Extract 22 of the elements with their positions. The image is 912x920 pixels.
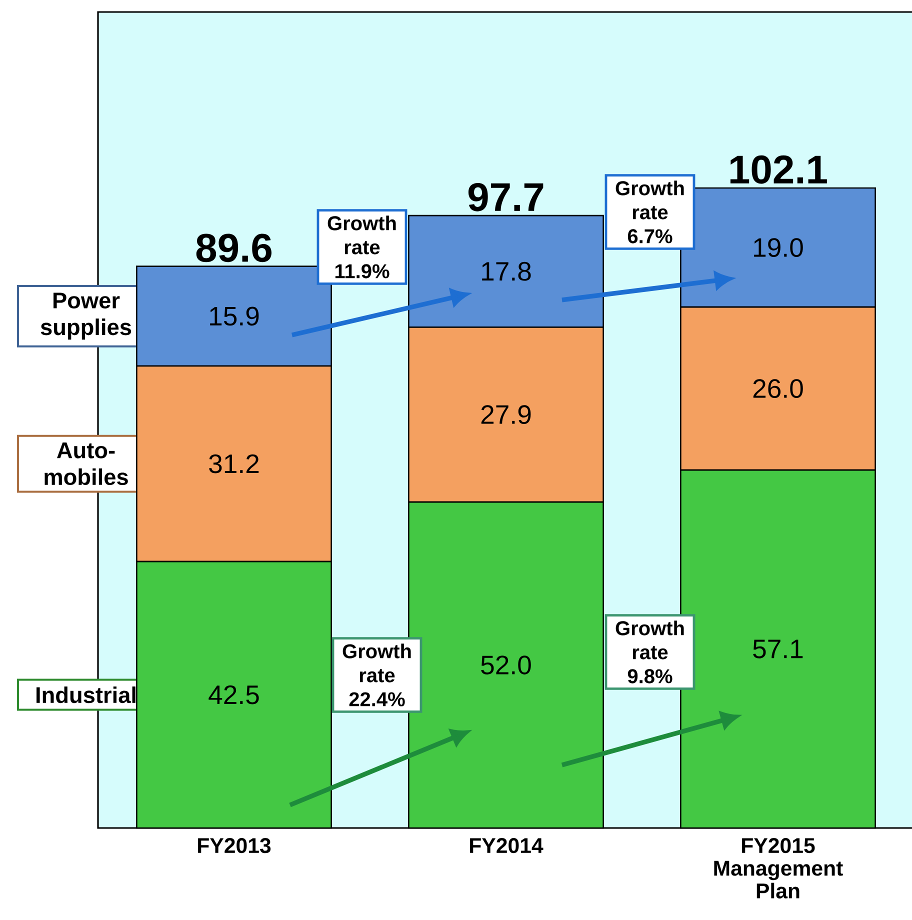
series-label: Industrial	[36, 686, 136, 704]
total-label: 102.1	[730, 155, 827, 184]
x-tick-label: FY2015 Management Plan	[714, 838, 843, 898]
annotation: Growth rate 11.9%	[328, 216, 396, 278]
series-label: Auto-mobiles	[44, 442, 128, 486]
data-label: 42.5	[208, 685, 259, 704]
annotation: Growth rate 22.4%	[342, 644, 411, 706]
series-label: Power supplies	[40, 292, 132, 340]
data-label: 52.0	[481, 656, 531, 674]
data-label: 27.9	[481, 405, 531, 424]
annotation: Growth rate 6.7%	[616, 180, 684, 244]
data-label: 15.9	[210, 306, 259, 326]
total-label: 89.6	[196, 234, 272, 262]
data-label: 31.2	[209, 454, 259, 474]
total-label: 97.7	[468, 182, 544, 212]
data-label: 26.0	[753, 379, 803, 398]
x-tick-label: FY2014	[470, 838, 544, 854]
data-label: 19.0	[754, 238, 803, 257]
data-label: 17.8	[482, 262, 531, 281]
data-label: 57.1	[753, 640, 803, 658]
annotation: Growth rate 9.8%	[616, 620, 684, 684]
x-tick-label: FY2013	[198, 838, 271, 854]
